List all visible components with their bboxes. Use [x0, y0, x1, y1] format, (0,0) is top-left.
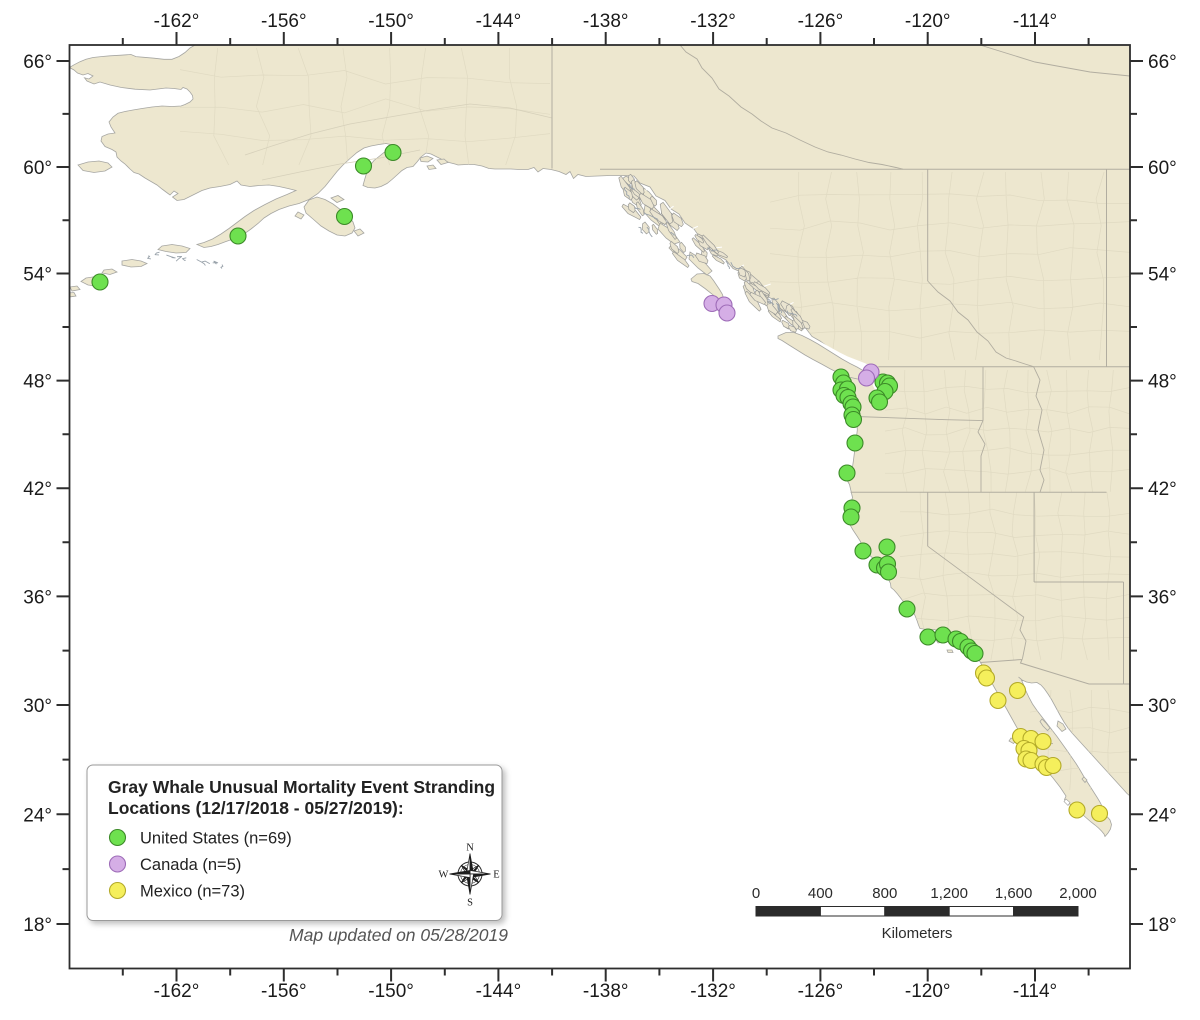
svg-text:48°: 48° [1148, 372, 1177, 393]
svg-text:2,000: 2,000 [1059, 885, 1097, 902]
svg-text:Locations (12/17/2018 - 05/27/: Locations (12/17/2018 - 05/27/2019): [108, 798, 404, 818]
svg-text:-162°: -162° [154, 981, 200, 1002]
svg-text:54°: 54° [23, 265, 52, 286]
svg-text:-120°: -120° [905, 11, 951, 32]
svg-text:66°: 66° [23, 52, 52, 73]
svg-text:1,600: 1,600 [995, 885, 1033, 902]
svg-text:42°: 42° [23, 479, 52, 500]
svg-text:Mexico (n=73): Mexico (n=73) [140, 883, 245, 901]
svg-text:-144°: -144° [476, 981, 522, 1002]
svg-text:-114°: -114° [1013, 981, 1057, 1002]
svg-text:800: 800 [872, 885, 897, 902]
svg-text:-162°: -162° [154, 11, 200, 32]
svg-text:54°: 54° [1148, 265, 1177, 286]
svg-text:66°: 66° [1148, 52, 1177, 73]
svg-text:-144°: -144° [476, 11, 522, 32]
svg-text:E: E [493, 870, 499, 881]
svg-text:24°: 24° [1148, 805, 1177, 826]
svg-text:-150°: -150° [368, 11, 414, 32]
svg-text:30°: 30° [1148, 696, 1177, 717]
svg-text:36°: 36° [1148, 587, 1177, 608]
svg-text:60°: 60° [1148, 158, 1177, 179]
svg-text:Kilometers: Kilometers [882, 925, 953, 942]
svg-text:60°: 60° [23, 158, 52, 179]
svg-text:36°: 36° [23, 587, 52, 608]
svg-text:24°: 24° [23, 805, 52, 826]
svg-text:400: 400 [808, 885, 833, 902]
svg-text:18°: 18° [23, 915, 52, 936]
svg-text:-114°: -114° [1013, 11, 1057, 32]
svg-text:-150°: -150° [368, 981, 414, 1002]
svg-text:W: W [439, 870, 449, 881]
svg-text:18°: 18° [1148, 915, 1177, 936]
svg-text:-120°: -120° [905, 981, 951, 1002]
svg-text:-138°: -138° [583, 11, 629, 32]
svg-text:S: S [467, 898, 473, 909]
svg-text:-126°: -126° [798, 981, 844, 1002]
svg-text:-132°: -132° [690, 11, 736, 32]
svg-text:Map updated on 05/28/2019: Map updated on 05/28/2019 [289, 925, 508, 945]
svg-text:30°: 30° [23, 696, 52, 717]
svg-text:1,200: 1,200 [930, 885, 968, 902]
svg-text:0: 0 [752, 885, 760, 902]
svg-text:United States (n=69): United States (n=69) [140, 830, 292, 848]
svg-text:Gray Whale Unusual Mortality E: Gray Whale Unusual Mortality Event Stran… [108, 777, 495, 797]
svg-text:N: N [466, 843, 474, 854]
svg-text:42°: 42° [1148, 479, 1177, 500]
svg-text:-138°: -138° [583, 981, 629, 1002]
svg-text:48°: 48° [23, 372, 52, 393]
svg-text:Canada (n=5): Canada (n=5) [140, 856, 241, 874]
svg-text:-156°: -156° [261, 981, 307, 1002]
svg-text:-126°: -126° [798, 11, 844, 32]
svg-text:-156°: -156° [261, 11, 307, 32]
svg-text:-132°: -132° [690, 981, 736, 1002]
